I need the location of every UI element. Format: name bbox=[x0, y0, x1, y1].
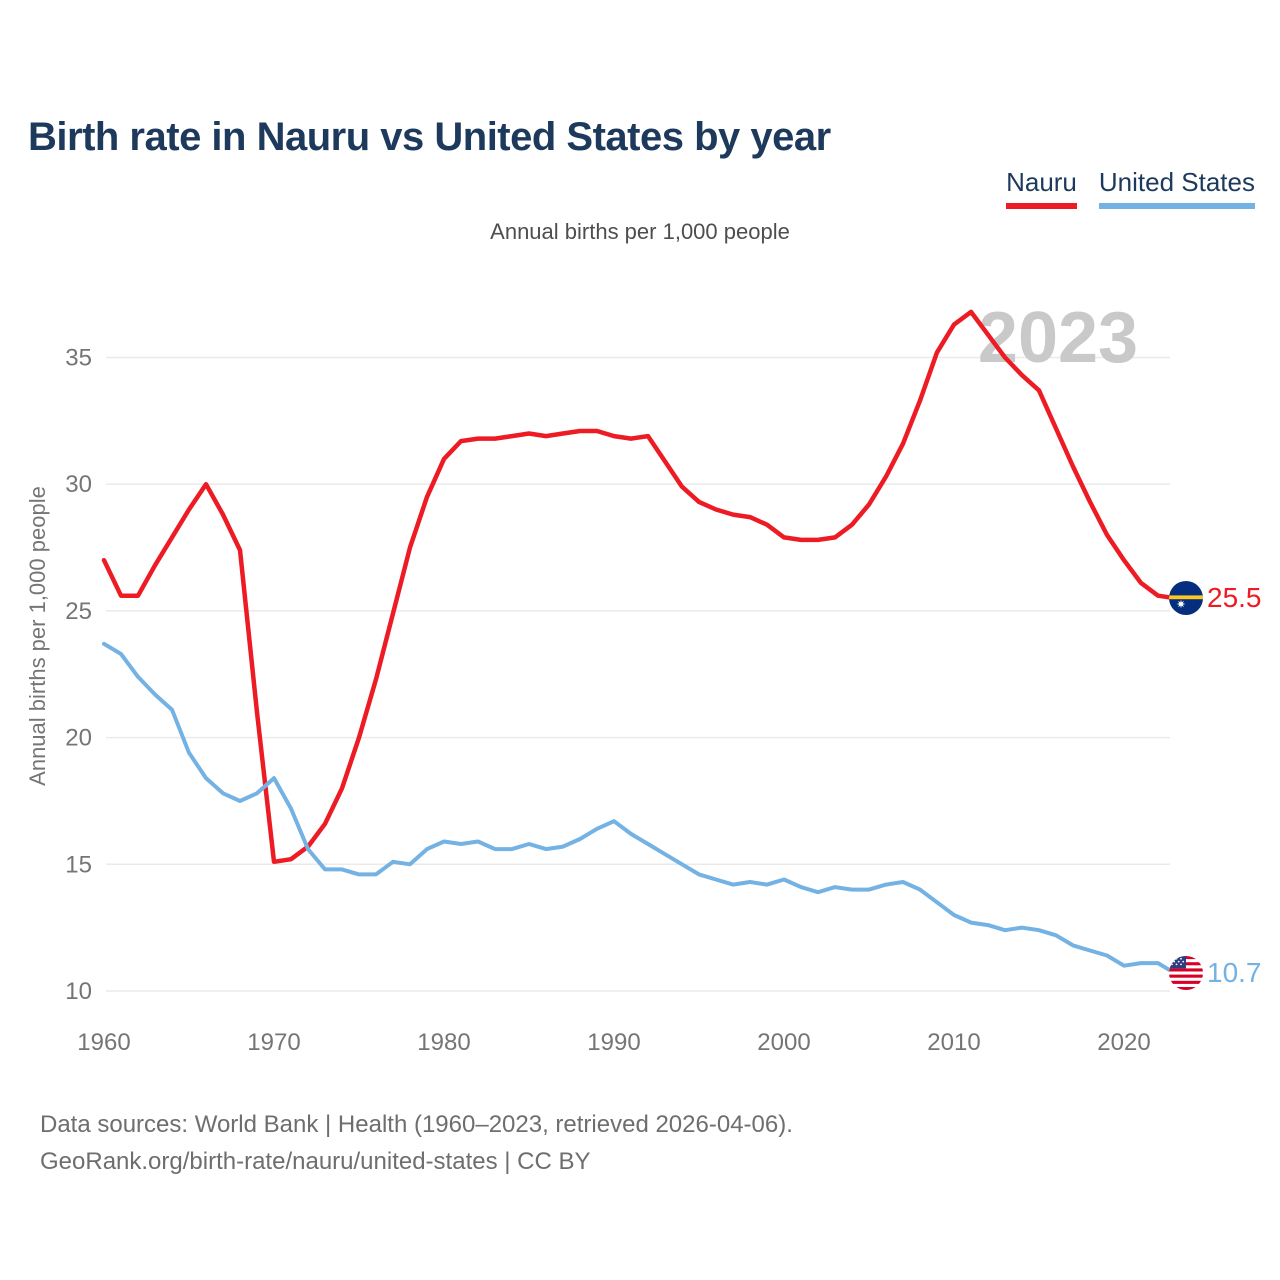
nauru-end-value: 25.5 bbox=[1207, 582, 1262, 614]
y-tick-label: 15 bbox=[65, 851, 92, 878]
x-tick-label: 1960 bbox=[77, 1029, 130, 1056]
us-flag-icon bbox=[1169, 956, 1203, 991]
legend-swatch-nauru bbox=[1006, 203, 1077, 209]
y-tick-label: 35 bbox=[65, 345, 92, 372]
x-tick-label: 2000 bbox=[757, 1029, 810, 1056]
page-title: Birth rate in Nauru vs United States by … bbox=[28, 114, 831, 159]
legend-item-united-states[interactable]: United States bbox=[1098, 167, 1255, 209]
series-line-nauru[interactable] bbox=[101, 309, 1178, 865]
x-tick-label: 1980 bbox=[417, 1029, 470, 1056]
x-tick-label: 2020 bbox=[1097, 1029, 1150, 1056]
chart-subtitle: Annual births per 1,000 people bbox=[490, 219, 790, 244]
footer: Data sources: World Bank | Health (1960–… bbox=[40, 1106, 793, 1180]
y-tick-label: 10 bbox=[65, 978, 92, 1005]
us-end-value: 10.7 bbox=[1207, 957, 1262, 989]
series-line-united-states[interactable] bbox=[102, 641, 1177, 976]
x-tick-label: 1970 bbox=[247, 1029, 300, 1056]
legend-swatch-united-states bbox=[1098, 203, 1255, 209]
legend-item-nauru[interactable]: Nauru bbox=[1006, 167, 1077, 209]
nauru-flag-icon bbox=[1169, 581, 1203, 616]
watermark-text: 2023 bbox=[978, 298, 1138, 378]
footer-license-line: GeoRank.org/birth-rate/nauru/united-stat… bbox=[40, 1148, 591, 1175]
legend-label-united-states: United States bbox=[1098, 167, 1255, 197]
x-tick-label: 1990 bbox=[587, 1029, 640, 1056]
y-tick-label: 25 bbox=[65, 598, 92, 625]
legend-label-nauru: Nauru bbox=[1006, 167, 1077, 197]
y-tick-label: 20 bbox=[65, 725, 92, 752]
legend: Nauru United States bbox=[1006, 167, 1255, 209]
y-tick-label: 30 bbox=[65, 471, 92, 498]
x-tick-label: 2010 bbox=[927, 1029, 980, 1056]
footer-source-line: Data sources: World Bank | Health (1960–… bbox=[40, 1111, 793, 1138]
